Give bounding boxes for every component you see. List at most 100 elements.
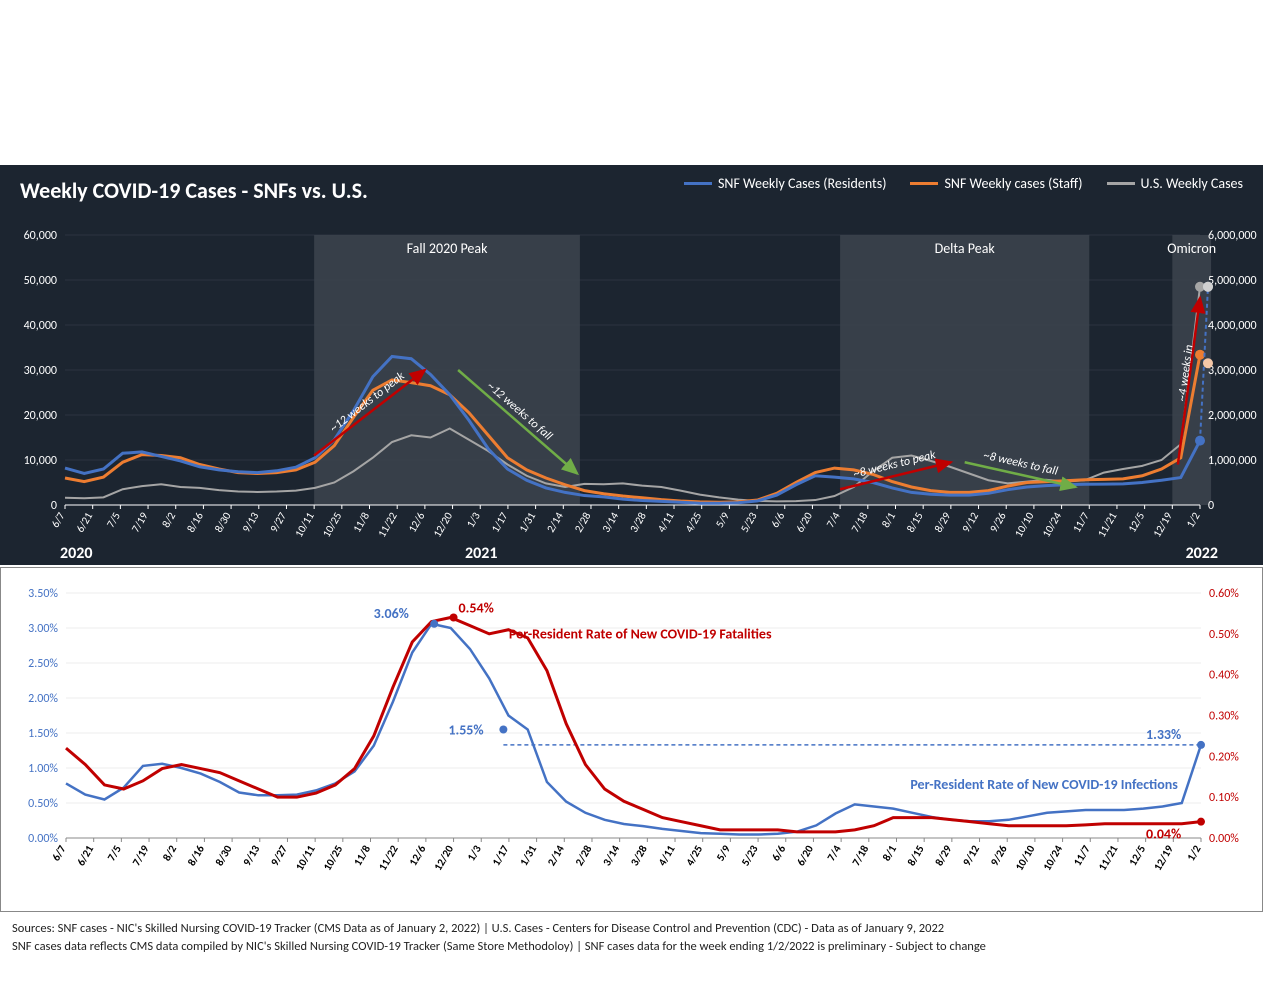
svg-text:3/14: 3/14: [600, 510, 622, 535]
svg-text:11/7: 11/7: [1070, 510, 1092, 535]
chart1-legend: SNF Weekly Cases (Residents) SNF Weekly …: [684, 175, 1243, 192]
svg-text:11/22: 11/22: [375, 510, 400, 540]
svg-text:1/17: 1/17: [490, 843, 512, 868]
svg-text:8/15: 8/15: [904, 510, 926, 535]
svg-text:7/4: 7/4: [824, 510, 843, 530]
svg-text:6/20: 6/20: [794, 843, 816, 868]
svg-text:5/23: 5/23: [738, 510, 760, 535]
chart1-svg: Fall 2020 PeakDelta PeakOmicron010,00020…: [0, 205, 1263, 565]
svg-text:8/30: 8/30: [213, 843, 235, 868]
svg-text:8/15: 8/15: [905, 843, 927, 868]
svg-text:0.00%: 0.00%: [28, 832, 58, 846]
svg-text:4/25: 4/25: [683, 843, 705, 868]
svg-text:11/7: 11/7: [1071, 843, 1093, 868]
svg-text:10/10: 10/10: [1013, 843, 1038, 873]
sources: Sources: SNF cases - NIC's Skilled Nursi…: [0, 918, 1263, 957]
svg-text:20,000: 20,000: [24, 409, 57, 423]
svg-text:2.50%: 2.50%: [28, 657, 58, 671]
svg-text:12/6: 12/6: [406, 843, 428, 868]
svg-text:7/19: 7/19: [130, 843, 152, 868]
svg-text:9/13: 9/13: [240, 843, 262, 868]
svg-text:5/9: 5/9: [714, 843, 733, 864]
svg-text:8/16: 8/16: [184, 510, 206, 535]
svg-text:50,000: 50,000: [24, 274, 57, 288]
svg-text:0.54%: 0.54%: [459, 600, 494, 617]
svg-text:3,000,000: 3,000,000: [1208, 364, 1257, 378]
svg-text:12/5: 12/5: [1126, 843, 1148, 868]
svg-text:2/28: 2/28: [573, 843, 595, 868]
svg-text:2.00%: 2.00%: [28, 692, 58, 706]
svg-text:6/21: 6/21: [74, 510, 96, 535]
svg-text:Per-Resident Rate of New COVID: Per-Resident Rate of New COVID-19 Fatali…: [509, 626, 772, 643]
svg-text:10/11: 10/11: [293, 843, 318, 873]
svg-text:11/22: 11/22: [376, 843, 401, 873]
svg-text:10,000: 10,000: [24, 454, 57, 468]
svg-text:Delta Peak: Delta Peak: [935, 240, 996, 257]
svg-text:8/2: 8/2: [160, 843, 179, 864]
svg-text:1.33%: 1.33%: [1146, 726, 1181, 743]
svg-text:4/25: 4/25: [683, 510, 705, 535]
svg-text:2/28: 2/28: [572, 510, 594, 535]
svg-text:0.40%: 0.40%: [1209, 669, 1239, 683]
svg-text:11/21: 11/21: [1095, 510, 1120, 540]
svg-text:1/31: 1/31: [517, 843, 539, 868]
svg-text:0.04%: 0.04%: [1146, 826, 1181, 843]
chart-weekly-cases: Weekly COVID-19 Cases - SNFs vs. U.S. SN…: [0, 165, 1263, 565]
svg-text:7/5: 7/5: [105, 843, 124, 864]
svg-text:0.60%: 0.60%: [1209, 587, 1239, 601]
chart2-svg: 0.00%0.50%1.00%1.50%2.00%2.50%3.00%3.50%…: [1, 568, 1262, 913]
svg-text:10/24: 10/24: [1040, 510, 1065, 540]
svg-text:5,000,000: 5,000,000: [1208, 274, 1257, 288]
svg-text:4/11: 4/11: [656, 843, 678, 868]
svg-text:9/27: 9/27: [268, 843, 290, 868]
svg-text:2,000,000: 2,000,000: [1208, 409, 1257, 423]
svg-text:4/11: 4/11: [655, 510, 677, 535]
svg-text:12/20: 12/20: [431, 510, 456, 540]
svg-text:1/3: 1/3: [465, 843, 484, 864]
svg-text:12/19: 12/19: [1151, 843, 1176, 873]
svg-text:10/10: 10/10: [1012, 510, 1037, 540]
svg-text:0.00%: 0.00%: [1209, 832, 1239, 846]
svg-text:9/26: 9/26: [988, 843, 1010, 868]
svg-text:5/23: 5/23: [739, 843, 761, 868]
svg-text:1,000,000: 1,000,000: [1208, 454, 1257, 468]
svg-text:9/12: 9/12: [959, 510, 981, 535]
chart-per-resident-rates: 0.00%0.50%1.00%1.50%2.00%2.50%3.00%3.50%…: [0, 567, 1263, 912]
year-2022: 2022: [1186, 544, 1218, 563]
svg-text:3/28: 3/28: [628, 843, 650, 868]
svg-text:8/30: 8/30: [212, 510, 234, 535]
svg-text:1.55%: 1.55%: [448, 722, 483, 739]
svg-text:60,000: 60,000: [24, 229, 57, 243]
svg-text:1/31: 1/31: [516, 510, 538, 535]
svg-text:7/18: 7/18: [849, 843, 871, 868]
svg-text:6/20: 6/20: [793, 510, 815, 535]
svg-text:10/24: 10/24: [1040, 843, 1065, 873]
svg-text:3.06%: 3.06%: [374, 605, 409, 622]
svg-text:6/21: 6/21: [74, 843, 96, 868]
svg-text:8/2: 8/2: [159, 510, 178, 530]
svg-text:11/8: 11/8: [350, 510, 372, 535]
svg-text:2/14: 2/14: [544, 510, 566, 535]
svg-text:12/5: 12/5: [1125, 510, 1147, 535]
svg-text:6/6: 6/6: [768, 510, 787, 530]
svg-text:1/2: 1/2: [1184, 510, 1203, 530]
svg-text:3.50%: 3.50%: [28, 587, 58, 601]
svg-text:11/8: 11/8: [351, 843, 373, 868]
svg-text:0.20%: 0.20%: [1209, 750, 1239, 764]
svg-text:0: 0: [1208, 499, 1214, 513]
svg-text:12/6: 12/6: [406, 510, 428, 535]
svg-text:10/25: 10/25: [320, 510, 345, 540]
svg-text:7/4: 7/4: [825, 843, 844, 864]
svg-text:1.00%: 1.00%: [28, 762, 58, 776]
svg-text:2/14: 2/14: [545, 843, 567, 868]
svg-text:0.10%: 0.10%: [1209, 791, 1239, 805]
svg-text:12/20: 12/20: [431, 843, 456, 873]
svg-text:30,000: 30,000: [24, 364, 57, 378]
svg-text:8/16: 8/16: [185, 843, 207, 868]
svg-text:0.50%: 0.50%: [28, 797, 58, 811]
svg-text:3/14: 3/14: [600, 843, 622, 868]
svg-text:1/17: 1/17: [489, 510, 511, 535]
svg-text:7/19: 7/19: [129, 510, 151, 535]
svg-text:8/29: 8/29: [932, 510, 954, 535]
svg-text:1/3: 1/3: [464, 510, 483, 530]
